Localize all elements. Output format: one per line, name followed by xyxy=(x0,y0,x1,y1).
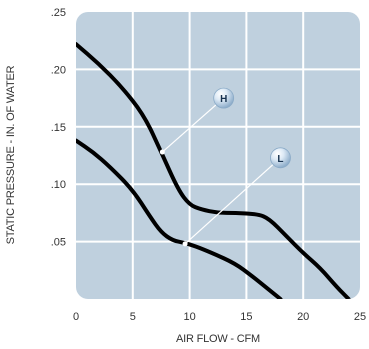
x-tick-label: 10 xyxy=(183,311,195,323)
y-axis-ticks: .05 .10 .15 .20 .25 xyxy=(51,7,66,249)
callouts: HL xyxy=(159,87,291,247)
series-curve-l xyxy=(76,138,283,299)
x-tick-label: 5 xyxy=(130,311,136,323)
callout-anchor-l xyxy=(182,241,188,247)
y-tick-label: .25 xyxy=(51,7,66,19)
curves xyxy=(76,42,351,299)
y-axis-label: STATIC PRESSURE - IN. OF WATER xyxy=(5,65,17,244)
x-axis-label: AIR FLOW - CFM xyxy=(176,333,260,345)
callout-marker-h xyxy=(213,87,235,109)
callout-anchor-h xyxy=(159,149,165,155)
series-curve-h xyxy=(76,42,351,299)
callout-leader-h xyxy=(161,97,225,153)
callout-marker-l xyxy=(270,147,291,169)
y-tick-label: .05 xyxy=(51,237,66,249)
x-tick-label: 0 xyxy=(73,311,79,323)
y-tick-label: .15 xyxy=(51,122,66,134)
x-tick-label: 25 xyxy=(354,311,366,323)
y-tick-label: .20 xyxy=(51,64,66,76)
callout-leader-l xyxy=(184,157,281,245)
callout-label-l: L xyxy=(277,154,283,165)
x-tick-label: 20 xyxy=(297,311,309,323)
callout-label-h: H xyxy=(220,94,227,105)
plot-area xyxy=(76,12,360,299)
x-tick-label: 15 xyxy=(240,311,252,323)
x-axis-ticks: 0 5 10 15 20 25 xyxy=(73,311,366,323)
y-tick-label: .10 xyxy=(51,179,66,191)
